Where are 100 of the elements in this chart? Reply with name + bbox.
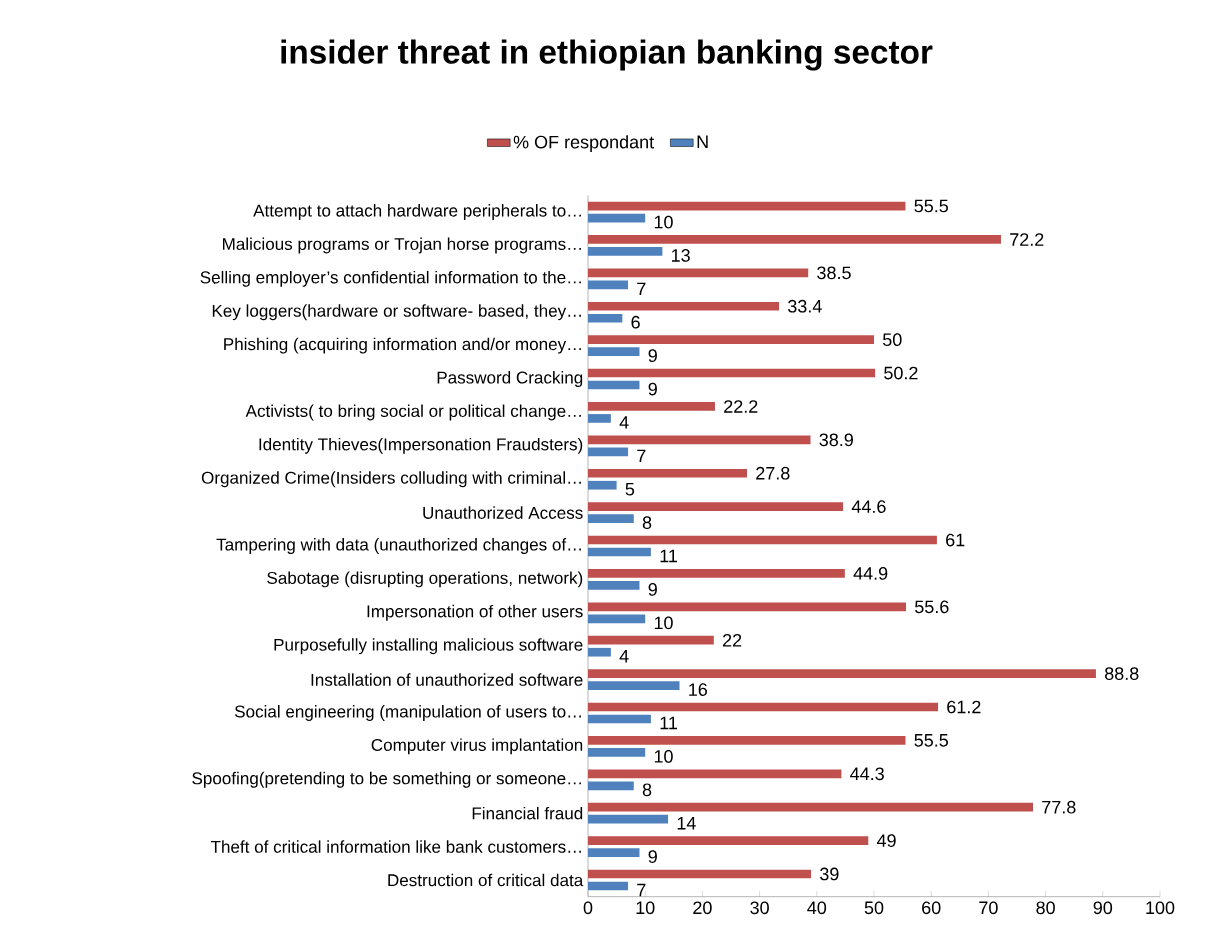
y-tick-label: Computer virus implantation [371,738,583,755]
bar [588,280,629,290]
data-label: 55.5 [914,199,949,213]
y-tick-label: Malicious programs or Trojan horse programs… [223,237,581,254]
y-tick-label: Impersonation of other users [367,604,583,621]
y-tick-label: Destruction of critical data [388,873,584,887]
bar [588,736,906,745]
data-label: 49 [876,834,896,847]
data-label: 6 [631,315,640,329]
data-label: 38.9 [819,433,853,447]
bar [588,402,715,411]
data-label: 7 [637,449,646,463]
data-label: 9 [648,583,657,596]
y-tick-label: Theft of critical information like bank customers… [210,840,581,853]
bar [588,802,1034,812]
y-tick-label: Identity Thieves(Impersonation Fraudsters) [259,437,583,454]
data-label: 55.5 [914,734,949,747]
bar [588,881,629,891]
bar [588,769,842,779]
bar [588,514,634,523]
x-tick-label: 20 [693,901,712,915]
data-label: 88.8 [1104,667,1139,680]
data-label: 44.6 [851,500,886,513]
bar [588,201,906,211]
x-tick-label: 40 [807,901,827,915]
y-tick-label: Key loggers(hardware or software- based, they… [212,304,581,321]
data-label: 8 [642,783,652,797]
bar [588,614,646,624]
data-label: 11 [660,716,677,730]
bar [588,268,809,278]
y-tick-label: Phishing (acquiring information and/or money… [224,337,581,354]
y-tick-label: Organized Crime(Insiders colluding with criminal… [201,471,581,488]
bar [588,368,876,378]
y-tick-label: Selling employer’s confidential information to the… [200,270,581,287]
legend-label: % OF respondant [513,135,654,153]
bar [588,702,939,712]
data-label: 8 [642,516,652,529]
data-label: 61.2 [947,700,981,714]
x-tick-label: 90 [1093,901,1113,915]
data-label: 5 [625,482,635,496]
bar [588,347,640,356]
bar [588,468,748,478]
data-label: 11 [660,549,677,563]
y-tick-label: Attempt to attach hardware peripherals to… [253,204,581,220]
data-label: 16 [689,683,708,696]
y-tick-label: Spoofing(pretending to be something or someone… [192,771,581,788]
data-label: 10 [654,750,673,763]
bar [588,313,623,323]
data-label: 4 [619,650,629,663]
data-label: 44.3 [850,767,884,781]
bar [588,502,844,511]
legend-label: N [697,135,708,148]
data-label: 50 [882,333,902,346]
bar [588,869,812,879]
x-tick-label: 10 [636,901,655,915]
data-label: 44.9 [853,567,888,580]
bar [588,235,1001,244]
bar [588,247,663,256]
y-tick-label: Activists( to bring social or political change… [245,404,581,421]
bar [588,535,937,545]
y-tick-label: Unauthorized Access [423,506,583,519]
bar [588,480,617,490]
bar [588,836,869,845]
x-tick-label: 0 [583,901,593,915]
bar [588,681,680,690]
y-tick-label: Purposefully installing malicious software [274,638,583,655]
data-label: 72.2 [1010,233,1044,246]
bar [588,435,811,445]
bar [588,748,646,757]
y-tick-label: Social engineering (manipulation of users to… [234,705,581,721]
y-tick-label: Financial fraud [472,806,583,820]
data-label: 10 [654,616,673,630]
bar [588,569,845,578]
chart-title: insider threat in ethiopian banking sector [281,39,933,71]
y-tick-label: Installation of unauthorized software [311,673,583,686]
bar [588,335,874,344]
data-label: 7 [637,883,646,897]
data-label: 9 [648,349,657,362]
bar [588,447,629,457]
x-tick-label: 100 [1146,901,1175,915]
x-tick-label: 80 [1036,901,1055,915]
bar [588,547,651,557]
bar [588,781,634,791]
data-label: 50.2 [884,366,918,380]
bar [588,301,780,311]
data-label: 10 [654,215,673,229]
y-tick-label: Password Cracking [437,371,583,387]
data-label: 55.6 [915,600,949,614]
x-tick-label: 30 [750,901,769,915]
data-label: 61 [946,533,965,547]
data-label: 22 [723,633,742,647]
bar [588,414,611,423]
data-label: 9 [648,382,657,396]
data-label: 77.8 [1042,800,1076,814]
y-tick-label: Tampering with data (unauthorized changes of… [216,538,581,554]
x-tick-label: 60 [922,901,941,915]
bar [588,647,611,657]
bar [588,581,640,590]
data-label: 27.8 [756,466,790,480]
bar [588,714,651,724]
